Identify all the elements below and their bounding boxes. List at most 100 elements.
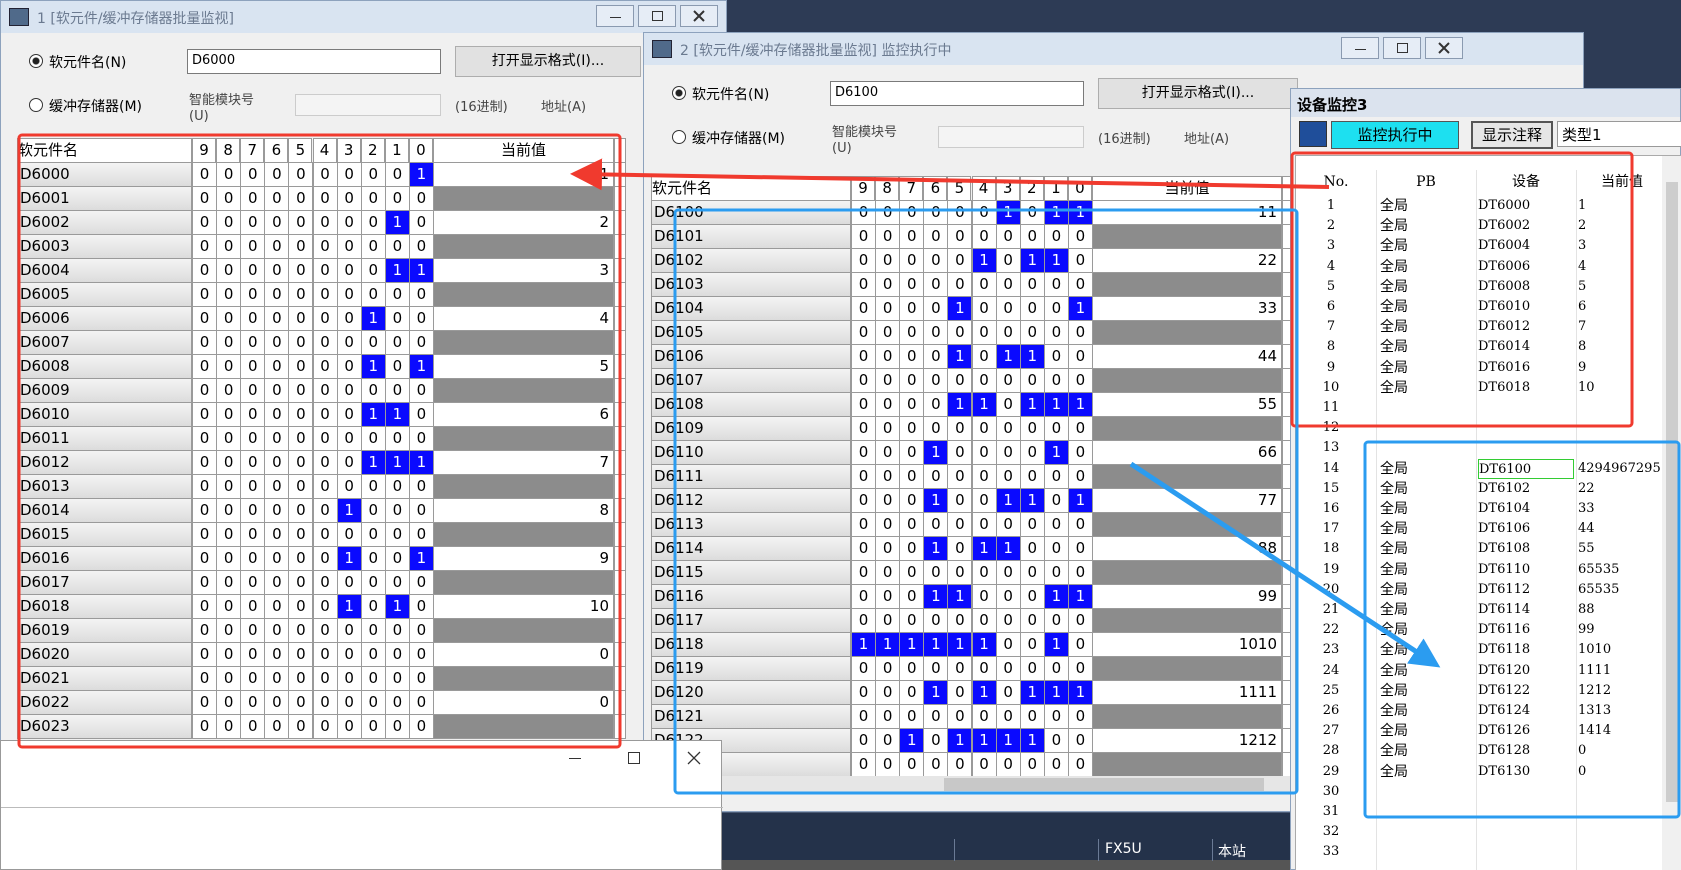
bit-cell: 0 [971,512,997,537]
value-cell: 7 [433,450,614,475]
maximize-button[interactable] [638,5,676,27]
bit-cell: 1 [947,296,973,321]
bit-cell: 0 [216,570,242,595]
monitor-toggle-button[interactable] [1299,121,1327,147]
address-label: 地址(A) [1184,132,1230,147]
scroll-thumb[interactable] [944,778,1264,791]
value-cell [433,234,614,259]
bit-cell: 0 [971,224,997,249]
device-cell: D6121 [651,704,851,729]
device-cell: DT6004 [1478,238,1531,254]
open-format-button[interactable]: 打开显示格式(I)... [455,46,641,77]
bit-cell: 0 [264,426,290,451]
bit-cell: 0 [995,656,1021,681]
bit-cell: 0 [192,282,218,307]
bit-cell: 0 [408,378,434,403]
pb-cell: 全局 [1380,238,1408,255]
open-format-button[interactable]: 打开显示格式(I)... [1098,78,1298,109]
minimize-button[interactable] [596,5,634,27]
bit-cell: 0 [288,258,314,283]
status-cpu: FX5U [1105,841,1142,857]
maximize-icon[interactable] [628,752,640,764]
comment-button[interactable]: 显示注释 [1471,121,1553,149]
bit-cell: 0 [384,522,410,547]
bit-cell: 0 [923,512,949,537]
bit-cell: 0 [923,416,949,441]
bit-cell: 0 [264,354,290,379]
radio[interactable] [29,98,43,112]
row-number: 7 [1326,319,1336,335]
module-select[interactable] [938,126,1084,148]
module-label: 智能模块号(U) [832,125,898,156]
bit-cell: 0 [384,714,410,739]
bit-cell: 0 [875,680,901,705]
bit-cell: 0 [336,330,362,355]
bit-cell: 0 [1019,440,1045,465]
bit-cell: 1 [923,680,949,705]
bit-cell: 1 [384,594,410,619]
device-cell: D6021 [17,666,192,691]
bit-cell: 0 [1019,632,1045,657]
minimize-icon [610,17,621,18]
row-number: 13 [1322,440,1340,456]
device-cell: D6023 [17,714,192,739]
maximize-button[interactable] [1383,37,1421,59]
row-number: 15 [1322,480,1340,496]
bit-cell: 0 [1043,320,1069,345]
bit-cell: 0 [899,704,925,729]
bit-cell: 0 [192,450,218,475]
bit-cell: 0 [971,488,997,513]
radio-selected[interactable] [29,54,43,68]
device-cell: D6111 [651,464,851,489]
bit-cell: 1 [1043,632,1069,657]
bit-cell: 0 [947,752,973,777]
device-input[interactable]: D6100 [830,81,1084,106]
bit-cell: 0 [851,512,877,537]
bit-cell: 0 [192,162,218,187]
column-header: 6 [264,138,289,163]
bit-cell: 0 [875,320,901,345]
value-cell: 77 [1092,488,1282,513]
bit-cell: 0 [1067,368,1093,393]
bit-cell: 0 [1019,296,1045,321]
close-icon[interactable] [687,751,701,765]
device-cell: D6105 [651,320,851,345]
bit-cell: 0 [336,570,362,595]
bit-cell: 1 [384,210,410,235]
type-select[interactable]: 类型1 [1557,121,1681,147]
bit-cell: 0 [384,498,410,523]
bit-cell: 0 [1043,656,1069,681]
bit-cell: 0 [1067,704,1093,729]
device-cell: D6100 [651,200,851,225]
close-button[interactable] [1425,37,1463,59]
device-input[interactable]: D6000 [187,49,441,74]
radio[interactable] [672,130,686,144]
row-number: 2 [1326,218,1336,234]
minimize-icon[interactable] [569,758,581,759]
bit-cell: 0 [384,546,410,571]
bit-cell: 0 [971,584,997,609]
bit-cell: 0 [312,330,338,355]
bit-cell: 0 [384,306,410,331]
pb-cell: 全局 [1380,521,1408,538]
bit-cell: 1 [1019,248,1045,273]
bit-cell: 0 [312,234,338,259]
bit-cell: 0 [1067,416,1093,441]
scroll-thumb[interactable] [1666,182,1678,802]
bit-cell: 0 [216,666,242,691]
minimize-button[interactable] [1341,37,1379,59]
column-header: No. [1323,174,1349,190]
radio-selected[interactable] [672,86,686,100]
bit-cell: 0 [995,680,1021,705]
module-select[interactable] [295,94,441,116]
bit-cell: 1 [1019,728,1045,753]
close-button[interactable] [680,5,718,27]
bit-cell: 0 [1043,512,1069,537]
bit-cell: 0 [336,234,362,259]
bit-cell: 0 [923,224,949,249]
bit-cell: 0 [312,474,338,499]
bit-cell: 0 [899,752,925,777]
bit-cell: 0 [336,282,362,307]
row-number: 3 [1326,238,1336,254]
